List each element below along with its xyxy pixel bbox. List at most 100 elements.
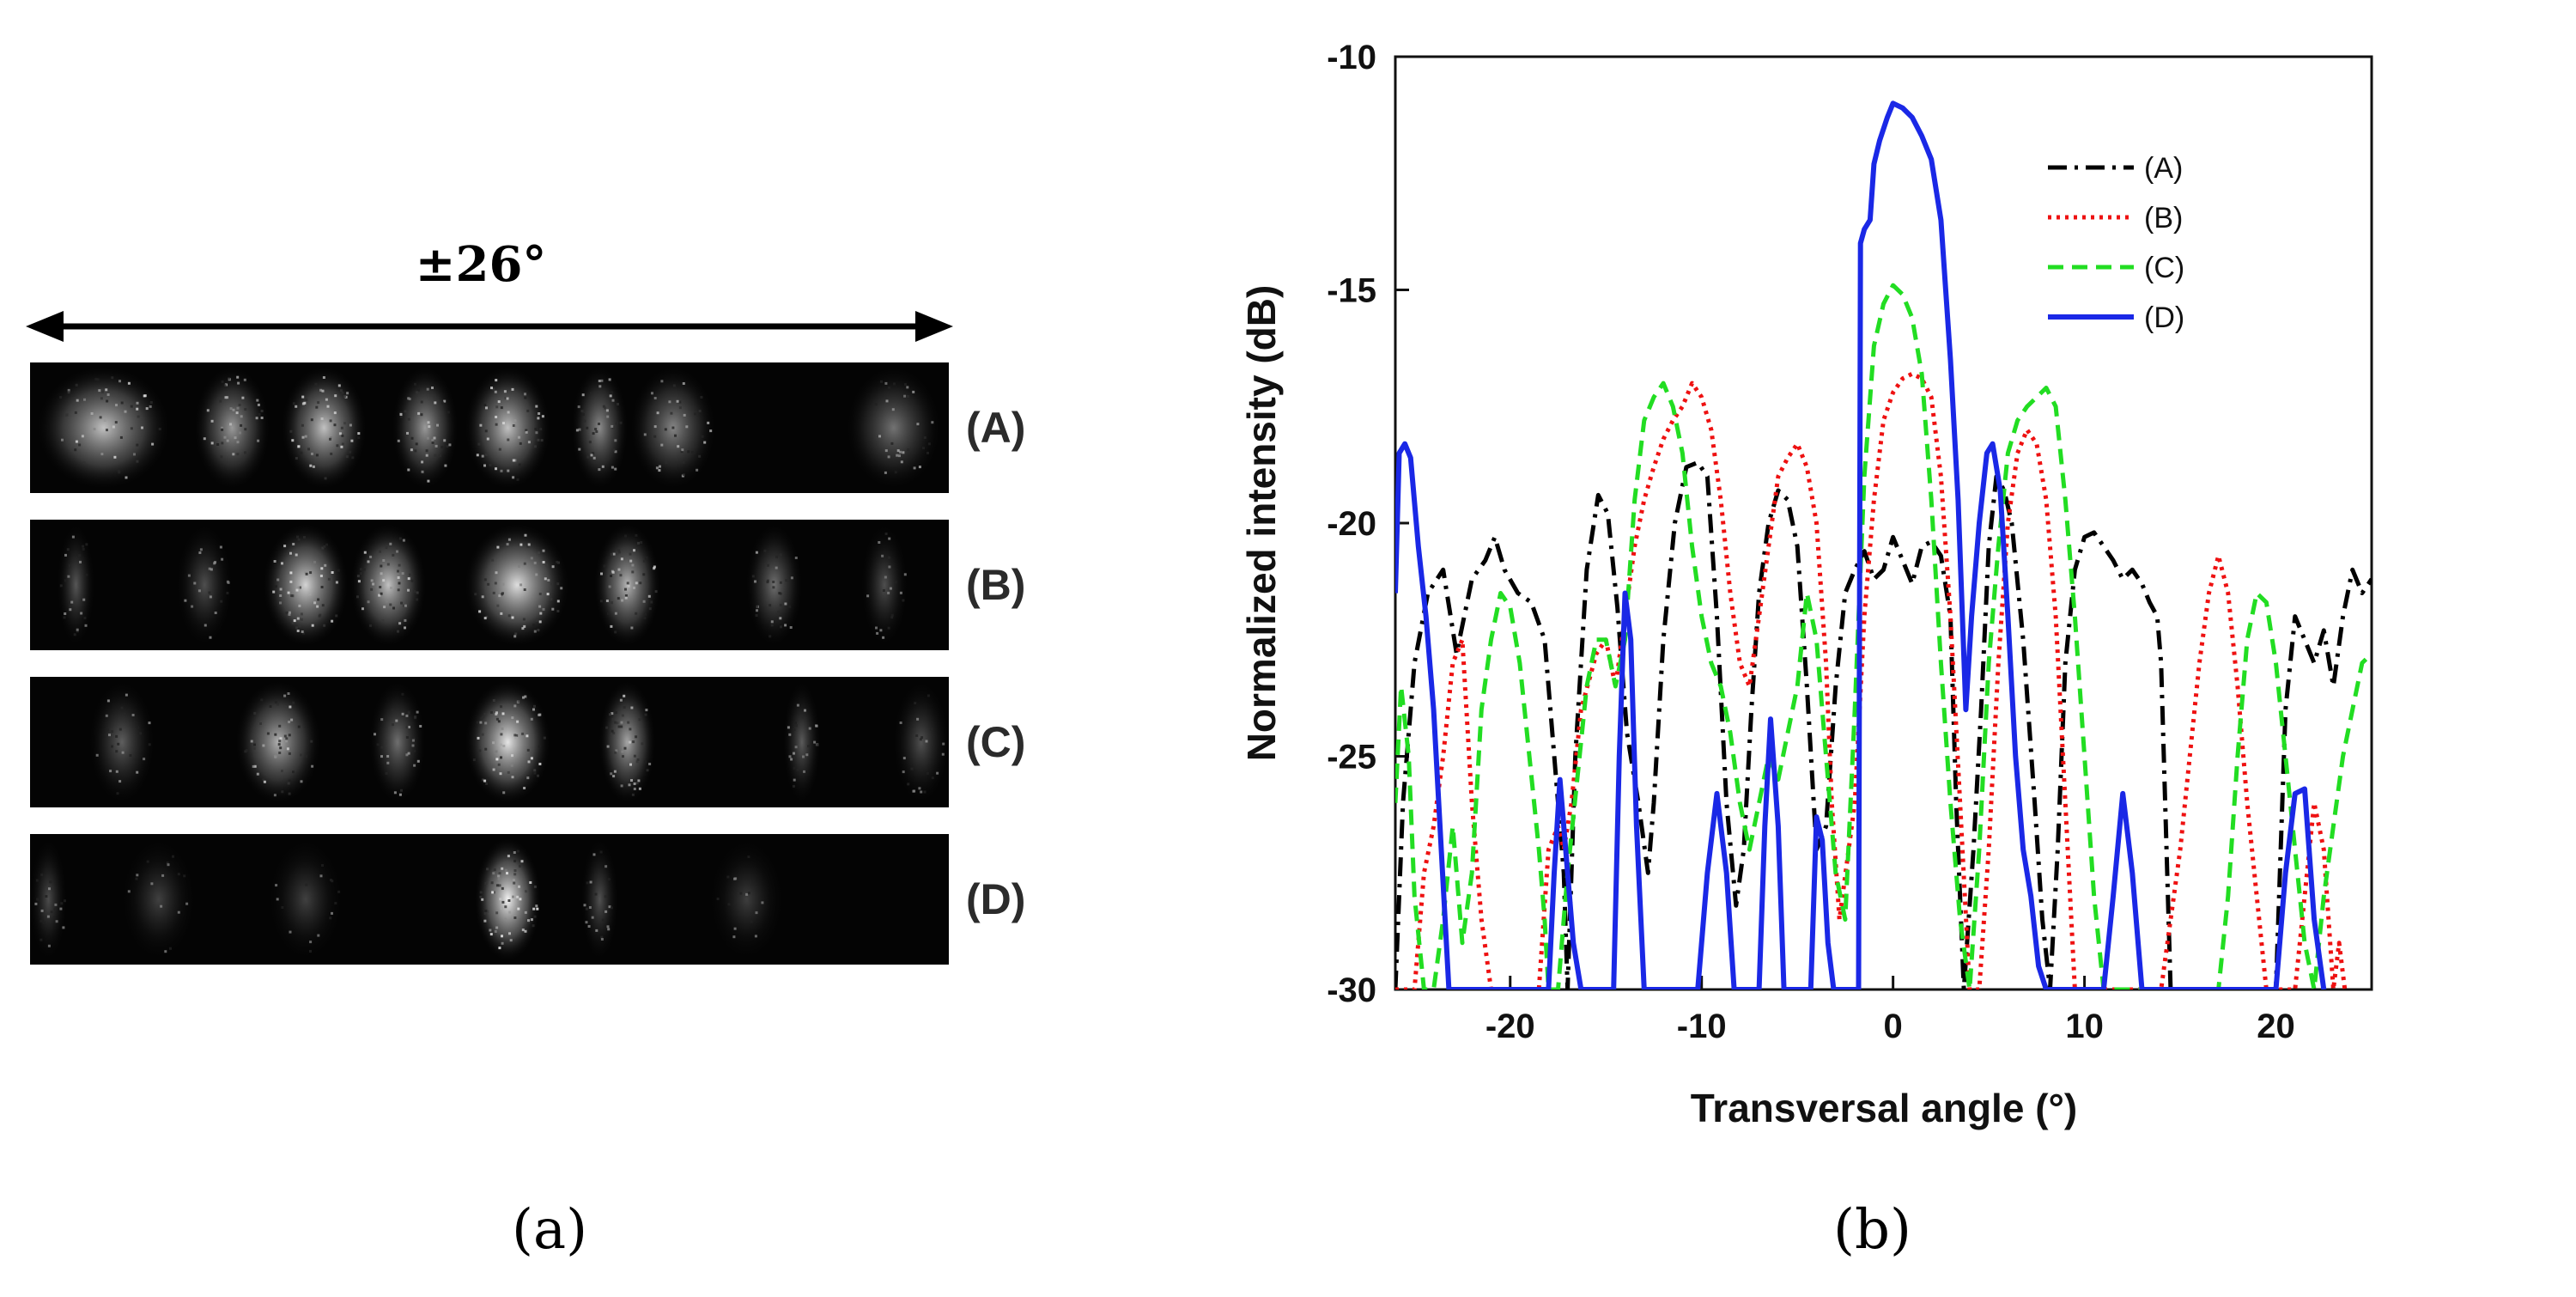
speckle [920, 736, 924, 740]
speckle [500, 612, 503, 615]
speckle [357, 580, 361, 583]
speckle [902, 757, 906, 760]
speckle [105, 388, 108, 392]
speckle [103, 419, 106, 422]
speckle [226, 439, 229, 442]
speckle [136, 443, 139, 447]
speckle [682, 382, 685, 385]
x-tick-label: 10 [2065, 1008, 2104, 1045]
speckle [751, 575, 755, 578]
speckle [733, 927, 737, 930]
speckle [133, 453, 136, 456]
speckle [295, 457, 298, 460]
speckle [687, 450, 690, 454]
speckle [300, 780, 303, 783]
speckle [191, 605, 194, 608]
speckle [630, 779, 633, 782]
speckle [526, 409, 530, 412]
speckle [341, 434, 344, 437]
speckle [63, 616, 66, 619]
speckle [405, 753, 409, 757]
speckle [696, 468, 699, 472]
speckle [659, 465, 661, 468]
speckle [340, 426, 343, 429]
speckle [551, 565, 555, 569]
speckle [546, 593, 550, 596]
speckle [678, 400, 682, 404]
speckle [76, 399, 79, 402]
speckle [495, 405, 499, 409]
speckle [874, 403, 878, 406]
speckle [500, 406, 503, 410]
speckle [297, 586, 301, 589]
speckle [907, 782, 910, 786]
speckle [793, 784, 795, 788]
speckle [519, 898, 522, 901]
speckle [292, 543, 295, 545]
speckle [670, 411, 673, 415]
speckle [530, 757, 533, 760]
speckle [401, 572, 404, 575]
speckle [326, 405, 330, 408]
speckle [888, 565, 891, 569]
speckle [653, 425, 657, 429]
speckle [485, 406, 488, 410]
speckle [399, 415, 403, 418]
speckle [346, 392, 349, 395]
speckle [476, 454, 479, 457]
speckle [334, 902, 337, 904]
speckle [615, 711, 617, 714]
speckle [145, 407, 149, 411]
speckle [357, 436, 361, 440]
speckle [82, 598, 86, 601]
speckle [379, 586, 382, 588]
speckle [317, 401, 320, 405]
speckle [483, 713, 487, 715]
speckle [78, 443, 82, 447]
speckle [405, 714, 409, 717]
speckle [143, 394, 146, 398]
speckle [605, 865, 608, 868]
speckle [300, 753, 302, 757]
speckle [297, 725, 301, 728]
speckle [81, 435, 84, 438]
speckle [793, 778, 796, 782]
speckle [803, 770, 805, 773]
speckle [586, 426, 589, 429]
speckle [777, 610, 781, 613]
speckle [136, 407, 139, 411]
speckle [613, 770, 617, 773]
speckle [362, 568, 366, 571]
speckle [292, 402, 295, 405]
speckle [511, 387, 514, 391]
speckle [336, 444, 339, 448]
speckle [241, 396, 245, 399]
speckle [319, 613, 322, 617]
speckle [321, 546, 325, 550]
speckle [614, 630, 617, 634]
speckle [410, 436, 414, 440]
speckle [642, 559, 646, 563]
speckle [425, 449, 428, 453]
speckle [635, 533, 638, 537]
speckle [501, 900, 505, 904]
speckle [121, 709, 125, 712]
speckle [530, 557, 533, 560]
speckle [55, 920, 58, 923]
speckle [287, 692, 290, 695]
speckle [290, 594, 294, 597]
speckle [538, 412, 541, 415]
speckle [598, 468, 601, 472]
speckle [913, 789, 916, 793]
speckle [779, 592, 782, 595]
speckle [321, 864, 324, 867]
speckle [385, 771, 388, 775]
speckle [127, 890, 131, 893]
speckle [878, 435, 881, 438]
spot-3 [391, 365, 459, 490]
speckle [421, 470, 424, 473]
speckle [392, 553, 395, 557]
speckle [489, 933, 493, 936]
speckle [790, 758, 793, 761]
speckle [660, 443, 664, 447]
